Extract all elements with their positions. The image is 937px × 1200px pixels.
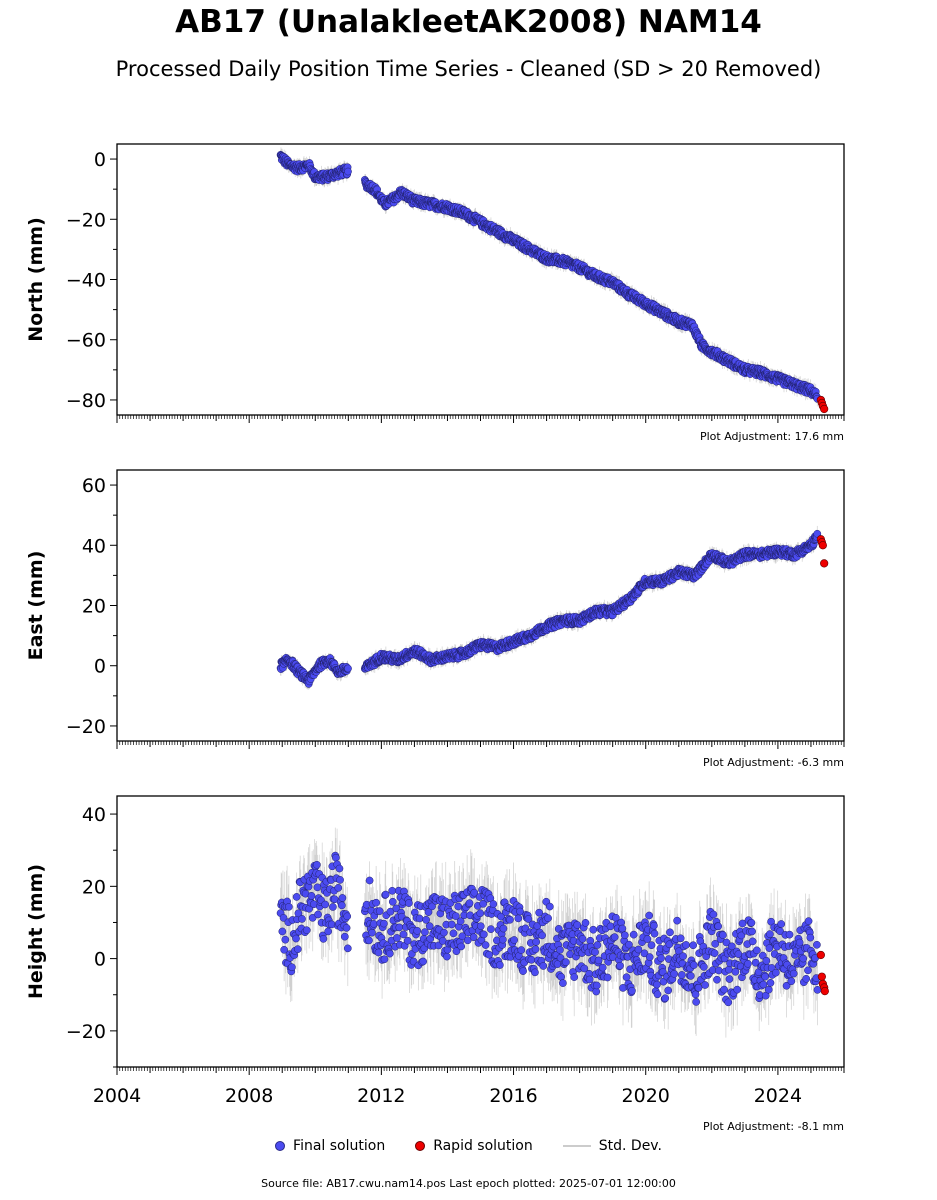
chart-subtitle: Processed Daily Position Time Series - C… <box>115 57 822 81</box>
y-tick-label: 0 <box>94 149 106 171</box>
panel-1: −80 −60 −40 −20 0 North (mm) Plot Adjustment: … <box>25 143 845 443</box>
rapid-solution-points <box>816 395 829 414</box>
plot-adjustment-label: Plot Adjustment: 17.6 mm <box>700 430 844 443</box>
final-solution-points <box>276 529 822 688</box>
final-solution-point <box>344 167 352 176</box>
y-tick-label: −40 <box>66 270 106 292</box>
final-solution-points <box>276 150 822 403</box>
final-solution-point <box>344 664 352 673</box>
y-tick-label: −60 <box>66 330 106 352</box>
rapid-solution-point <box>820 404 829 414</box>
y-axis-label: North (mm) <box>25 217 47 342</box>
y-tick-label: −20 <box>66 209 106 231</box>
y-tick-label: −80 <box>66 390 106 412</box>
std-dev-bars <box>280 525 818 690</box>
chart-title: AB17 (UnalakleetAK2008) NAM14 <box>175 4 762 40</box>
plot-frame <box>116 143 845 416</box>
